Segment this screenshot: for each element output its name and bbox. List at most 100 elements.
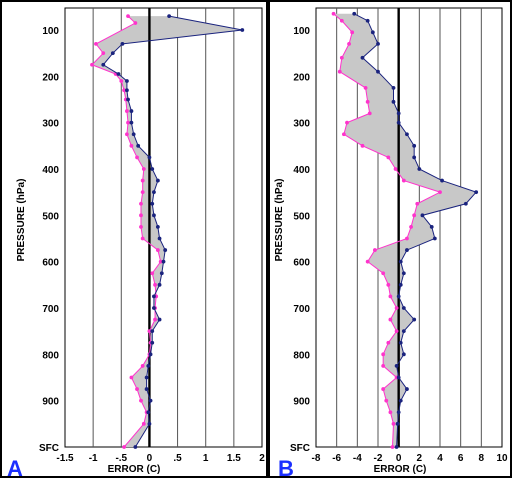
chart-b-magenta-point [350, 30, 355, 35]
chart-b-blue-point [412, 155, 417, 160]
chart-b-x-tick-label: 2 [417, 453, 423, 464]
chart-b-magenta-point [401, 178, 406, 183]
chart-a-blue-point [110, 51, 115, 56]
chart-a-blue-point [150, 340, 155, 345]
chart-b-blue-point [474, 190, 479, 195]
chart-a-x-ticks: -1.5 -1 -.5 0 .5 1 1.5 2 [56, 453, 265, 464]
chart-a-blue-point [150, 329, 155, 334]
chart-panel-b: 100 200 300 400 500 600 700 800 900 SFC -8 -6 -4 -2 0… [268, 0, 512, 478]
chart-b-x-ticks: -8 -6 -4 -2 0 2 4 6 8 10 [312, 453, 508, 464]
chart-a-blue-point [148, 398, 153, 403]
chart-a-blue-point [125, 88, 129, 93]
chart-b-x-axis-title: ERROR (C) [374, 464, 427, 475]
chart-b-blue-point [394, 364, 399, 368]
chart-a-magenta-point [90, 62, 94, 67]
chart-a-magenta-point [126, 14, 130, 18]
chart-b-magenta-point [386, 340, 391, 345]
chart-b-blue-point [394, 445, 399, 449]
chart-b-blue-point [376, 69, 380, 74]
chart-a-blue-point [120, 42, 125, 46]
chart-a-y-tick-label: 100 [42, 26, 59, 37]
chart-b-magenta-point [405, 236, 409, 241]
chart-b-blue-point [395, 421, 400, 426]
chart-b-blue-point [420, 213, 425, 218]
chart-a-x-tick-label: 0 [147, 453, 153, 464]
chart-b-blue-point [391, 86, 396, 90]
chart-a-blue-point [152, 294, 156, 299]
chart-a-blue-point [159, 271, 164, 276]
chart-b-x-tick-label: -4 [353, 453, 362, 464]
chart-a-blue-point [152, 306, 156, 310]
panel-label-a: A [7, 456, 23, 478]
chart-a-x-tick-label: 2 [259, 453, 265, 464]
chart-a-magenta-point [126, 120, 130, 125]
chart-a-magenta-point [129, 375, 134, 380]
chart-a-blue-point [136, 143, 141, 148]
chart-b-magenta-point [381, 352, 386, 357]
chart-a-error-band [92, 16, 243, 447]
panel-a-border [0, 0, 268, 478]
chart-b-y-tick-label: 600 [293, 258, 310, 269]
chart-a-magenta-point [155, 248, 160, 252]
chart-a-blue-point [144, 387, 149, 391]
chart-a-blue-point [157, 282, 162, 287]
chart-a-x-tick-label: 1.5 [227, 453, 241, 464]
chart-b-y-tick-label: 400 [293, 165, 310, 176]
chart-a-blue-point [157, 317, 162, 322]
chart-a-blue-point [240, 28, 245, 32]
chart-b-y-tick-label: SFC [290, 443, 310, 454]
chart-a-plot-frame [64, 7, 263, 448]
chart-b-magenta-point [388, 410, 393, 415]
chart-b-y-tick-label: 700 [293, 304, 310, 315]
chart-a-blue-point [116, 72, 121, 76]
chart-b-magenta-point [367, 111, 372, 116]
chart-a-y-tick-label: 800 [42, 350, 59, 361]
chart-b-magenta-point [384, 398, 389, 403]
chart-a-magenta-point [139, 213, 143, 218]
chart-b-magenta-point [394, 329, 399, 334]
chart-b-magenta-point [390, 445, 395, 449]
chart-b-blue-point [396, 294, 401, 299]
chart-b-magenta-point [386, 155, 391, 160]
chart-b-blue-point [391, 99, 396, 104]
chart-b-series [331, 11, 479, 449]
chart-b-blue-point [412, 143, 417, 148]
chart-b-blue-point [352, 11, 357, 16]
chart-b-blue-point [398, 340, 403, 345]
chart-a-blue-point [129, 109, 134, 113]
chart-b-blue-point [365, 18, 370, 23]
chart-b-blue-point [463, 201, 468, 206]
panel-b-border [268, 0, 512, 478]
chart-b-blue-point [396, 410, 401, 415]
chart-a-y-tick-label: 900 [42, 397, 59, 408]
chart-b-magenta-point [388, 294, 393, 299]
chart-a-blue-point [150, 167, 155, 171]
chart-a-x-tick-label: -1.5 [56, 453, 74, 464]
chart-a-magenta-point [158, 259, 163, 264]
chart-a-magenta-point [140, 190, 145, 195]
chart-a-blue-point [146, 410, 151, 415]
chart-b-y-tick-label: 100 [293, 26, 310, 37]
chart-a-blue-point [155, 225, 160, 229]
chart-b-magenta-point [393, 167, 398, 171]
chart-b-blue-point [401, 271, 406, 276]
chart-a-y-tick-label: 400 [42, 165, 59, 176]
chart-b-x-tick-label: 6 [458, 453, 464, 464]
chart-b-magenta-point [391, 421, 396, 426]
chart-b-blue-point [396, 111, 401, 116]
chart-b-magenta-point [394, 306, 399, 310]
chart-b-y-ticks: 100 200 300 400 500 600 700 800 900 SFC [290, 26, 310, 454]
chart-a-blue-point [161, 259, 166, 264]
chart-b-blue-point [429, 225, 434, 229]
chart-a-magenta-point [122, 88, 126, 93]
chart-a-magenta-point [140, 178, 145, 183]
chart-a-blue-point [167, 14, 172, 18]
chart-a-magenta-point [125, 132, 129, 137]
chart-a-y-axis-title: PRESSURE (hPa) [16, 179, 27, 262]
chart-b-magenta-point [360, 143, 365, 148]
chart-a-blue-point [146, 364, 151, 368]
chart-a-svg: 100 200 300 400 500 600 700 800 900 SFC -1.5 -1 -.5… [0, 0, 268, 478]
chart-b-magenta-point [363, 86, 368, 90]
chart-a-y-ticks: 100 200 300 400 500 600 700 800 900 SFC [39, 26, 59, 454]
chart-a-x-tick-label: -1 [89, 453, 98, 464]
